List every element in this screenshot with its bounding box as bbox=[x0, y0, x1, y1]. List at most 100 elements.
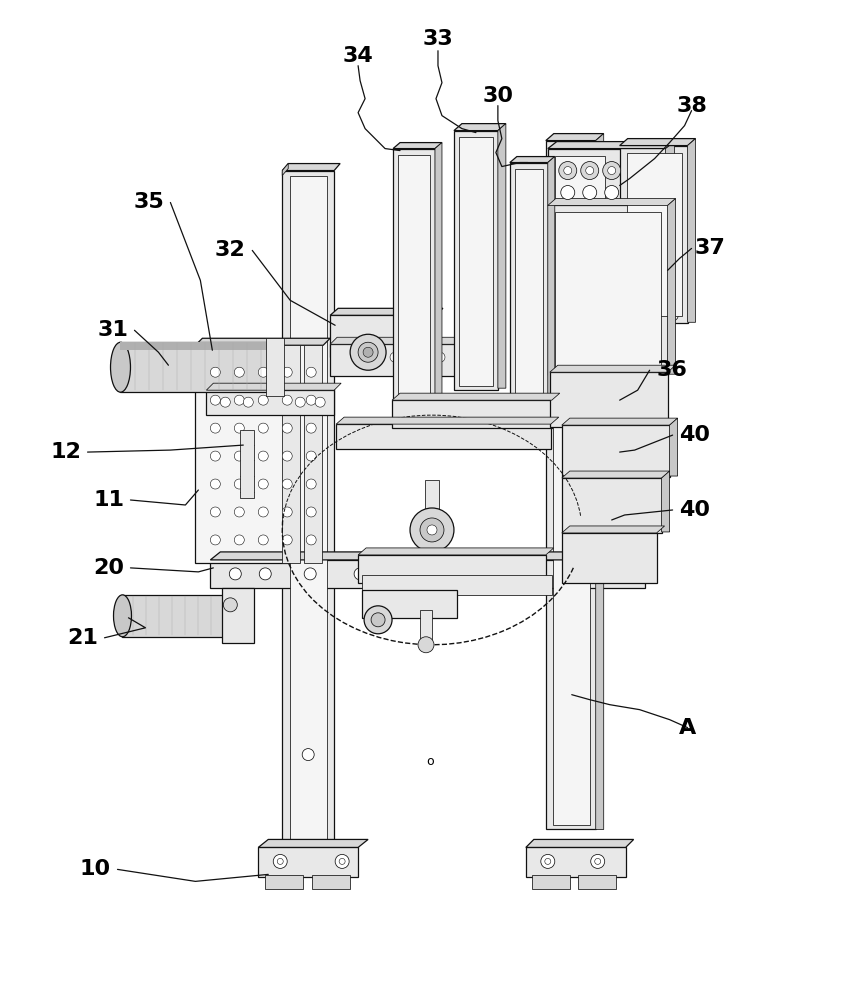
Circle shape bbox=[558, 342, 569, 354]
Polygon shape bbox=[206, 383, 341, 390]
Polygon shape bbox=[667, 198, 676, 374]
Circle shape bbox=[634, 166, 649, 180]
Bar bbox=[562, 478, 662, 533]
Circle shape bbox=[418, 637, 434, 653]
Circle shape bbox=[469, 159, 483, 173]
Circle shape bbox=[541, 854, 555, 868]
Circle shape bbox=[258, 479, 268, 489]
Circle shape bbox=[277, 858, 283, 864]
Bar bbox=[555, 212, 661, 370]
Bar bbox=[510, 163, 548, 402]
Circle shape bbox=[662, 457, 673, 467]
Polygon shape bbox=[562, 526, 665, 533]
Text: 37: 37 bbox=[694, 238, 725, 258]
Circle shape bbox=[469, 351, 483, 365]
Bar bbox=[562, 533, 656, 583]
Circle shape bbox=[306, 451, 316, 461]
Circle shape bbox=[580, 342, 591, 354]
Circle shape bbox=[627, 550, 637, 560]
Circle shape bbox=[534, 568, 546, 580]
Bar bbox=[120, 342, 268, 392]
Bar bbox=[526, 847, 626, 877]
Circle shape bbox=[283, 535, 292, 545]
Circle shape bbox=[302, 749, 314, 761]
Circle shape bbox=[587, 457, 596, 467]
Circle shape bbox=[654, 391, 666, 403]
Polygon shape bbox=[211, 552, 655, 560]
Circle shape bbox=[645, 342, 657, 354]
Circle shape bbox=[665, 307, 678, 321]
Ellipse shape bbox=[111, 342, 130, 392]
Bar bbox=[330, 344, 485, 376]
Circle shape bbox=[211, 367, 220, 377]
Circle shape bbox=[283, 367, 292, 377]
Polygon shape bbox=[548, 198, 676, 205]
Circle shape bbox=[584, 568, 596, 580]
Circle shape bbox=[364, 606, 392, 634]
Circle shape bbox=[607, 167, 616, 175]
Circle shape bbox=[407, 208, 421, 222]
Polygon shape bbox=[258, 839, 368, 847]
Circle shape bbox=[665, 194, 678, 207]
Text: 11: 11 bbox=[93, 490, 124, 510]
Bar bbox=[392, 400, 552, 428]
Text: 30: 30 bbox=[482, 86, 514, 106]
Circle shape bbox=[339, 858, 345, 864]
Bar bbox=[312, 875, 350, 889]
Circle shape bbox=[413, 352, 423, 362]
Circle shape bbox=[627, 435, 637, 445]
Circle shape bbox=[390, 352, 400, 362]
Circle shape bbox=[634, 251, 649, 265]
Bar bbox=[619, 146, 688, 323]
Circle shape bbox=[371, 613, 385, 627]
Text: 32: 32 bbox=[215, 240, 245, 260]
Circle shape bbox=[645, 489, 655, 499]
Circle shape bbox=[646, 435, 656, 445]
Circle shape bbox=[358, 342, 378, 362]
Circle shape bbox=[645, 366, 657, 378]
Circle shape bbox=[665, 221, 678, 235]
Circle shape bbox=[283, 423, 292, 433]
Bar bbox=[358, 555, 546, 583]
Polygon shape bbox=[392, 393, 560, 400]
Circle shape bbox=[522, 258, 536, 272]
Polygon shape bbox=[195, 338, 330, 345]
Circle shape bbox=[587, 511, 596, 521]
Circle shape bbox=[283, 479, 292, 489]
Bar bbox=[627, 153, 682, 316]
Circle shape bbox=[211, 451, 220, 461]
Circle shape bbox=[567, 550, 577, 560]
Bar bbox=[425, 480, 439, 530]
Circle shape bbox=[558, 312, 569, 324]
Bar bbox=[578, 875, 616, 889]
Bar bbox=[211, 560, 645, 588]
Polygon shape bbox=[120, 342, 268, 350]
Circle shape bbox=[602, 282, 613, 294]
Circle shape bbox=[211, 479, 220, 489]
Circle shape bbox=[469, 194, 483, 207]
Circle shape bbox=[634, 307, 649, 321]
Circle shape bbox=[407, 288, 421, 302]
Text: 40: 40 bbox=[679, 425, 710, 445]
Polygon shape bbox=[688, 139, 695, 322]
Circle shape bbox=[587, 550, 596, 560]
Circle shape bbox=[607, 511, 617, 521]
Circle shape bbox=[410, 508, 454, 552]
Circle shape bbox=[602, 162, 621, 180]
Bar bbox=[362, 590, 457, 618]
Circle shape bbox=[645, 252, 657, 264]
Polygon shape bbox=[336, 417, 558, 424]
Ellipse shape bbox=[113, 595, 131, 637]
Circle shape bbox=[624, 342, 635, 354]
Circle shape bbox=[283, 395, 292, 405]
Circle shape bbox=[404, 568, 416, 580]
Circle shape bbox=[634, 194, 649, 207]
Circle shape bbox=[627, 511, 637, 521]
Circle shape bbox=[624, 282, 635, 294]
Text: 33: 33 bbox=[423, 29, 453, 49]
Text: A: A bbox=[679, 718, 696, 738]
Circle shape bbox=[522, 378, 536, 392]
Circle shape bbox=[258, 395, 268, 405]
Circle shape bbox=[469, 311, 483, 325]
Circle shape bbox=[646, 457, 656, 467]
